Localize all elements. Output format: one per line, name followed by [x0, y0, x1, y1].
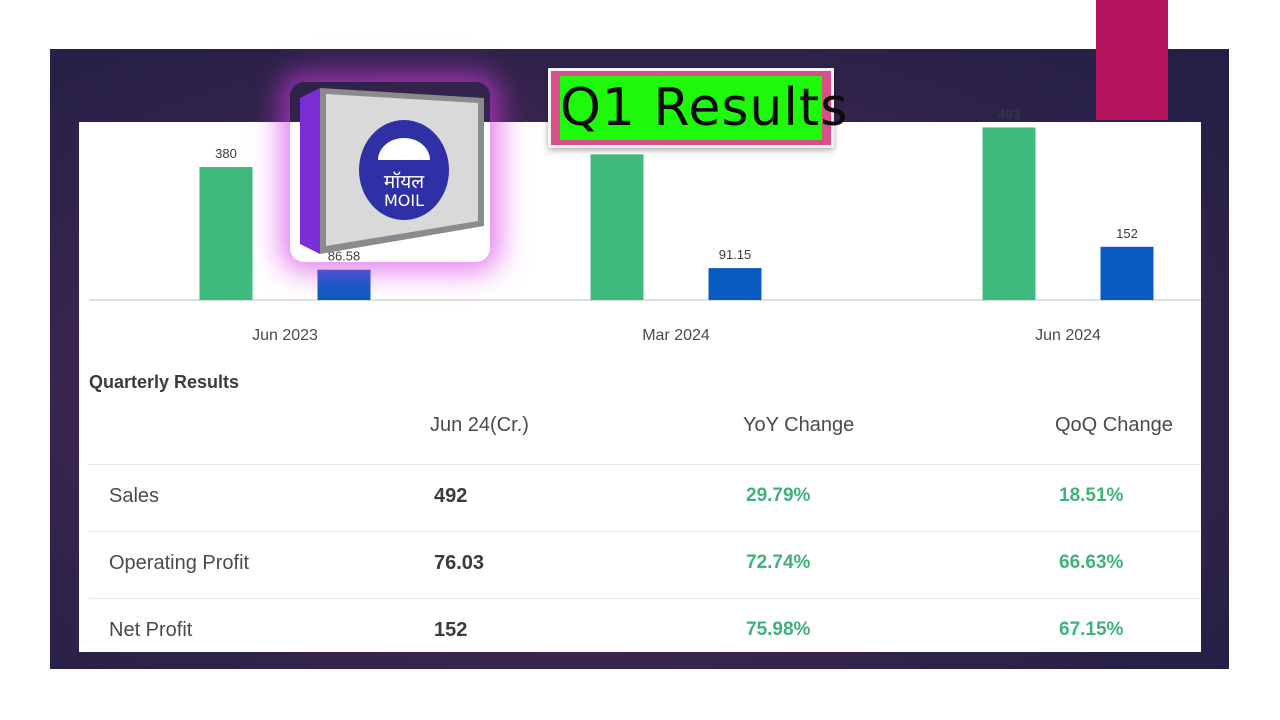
column-header-qoq: QoQ Change: [1055, 414, 1173, 436]
bar-value-label: 380: [215, 146, 237, 161]
bar-value-label: 152: [1116, 226, 1138, 241]
accent-bar: [1096, 0, 1168, 120]
sales-bar: [199, 167, 253, 300]
title-banner: Q1 Results: [548, 68, 849, 148]
row-value: 152: [434, 619, 468, 641]
x-tick-label: Jun 2023: [252, 327, 318, 344]
table-row: Sales 492 29.79% 18.51%: [89, 464, 1201, 530]
bar-value-label: 493: [998, 106, 1020, 121]
moil-logo: मॉयल MOIL: [300, 88, 484, 254]
row-label: Sales: [109, 485, 160, 507]
column-header-value: Jun 24(Cr.): [430, 414, 529, 436]
sales-bar: [982, 127, 1036, 300]
row-yoy-change: 29.79%: [746, 485, 811, 506]
row-value: 76.03: [434, 552, 485, 574]
bar-value-label: 86.58: [328, 249, 361, 264]
x-tick-label: Jun 2024: [1035, 327, 1101, 344]
table-row: Operating Profit 76.03 72.74% 66.63%: [89, 531, 1201, 597]
row-qoq-change: 66.63%: [1059, 552, 1124, 573]
profit-bar: [708, 268, 762, 300]
logo-arc: [378, 138, 430, 160]
section-title: Quarterly Results: [89, 372, 240, 392]
slide-title: Q1 Results: [560, 76, 849, 140]
table-row: Net Profit 152 75.98% 67.15%: [89, 598, 1201, 664]
row-value: 492: [434, 485, 468, 507]
logo-latin-text: MOIL: [384, 191, 424, 210]
row-label: Net Profit: [109, 619, 193, 641]
row-yoy-change: 72.74%: [746, 552, 811, 573]
bar-value-label: 91.15: [719, 247, 752, 262]
logo-side-face: [300, 88, 320, 254]
table-header: Jun 24(Cr.) YoY Change QoQ Change: [79, 414, 1201, 464]
sales-bar: [590, 154, 644, 300]
row-qoq-change: 67.15%: [1059, 619, 1124, 640]
row-label: Operating Profit: [109, 552, 250, 574]
logo-circle: [359, 120, 449, 220]
column-header-yoy: YoY Change: [743, 414, 855, 436]
row-yoy-change: 75.98%: [746, 619, 811, 640]
profit-bar: [317, 269, 371, 300]
logo-hindi-text: मॉयल: [384, 171, 425, 193]
x-tick-label: Mar 2024: [642, 327, 710, 344]
profit-bar: [1100, 246, 1154, 300]
row-qoq-change: 18.51%: [1059, 485, 1124, 506]
